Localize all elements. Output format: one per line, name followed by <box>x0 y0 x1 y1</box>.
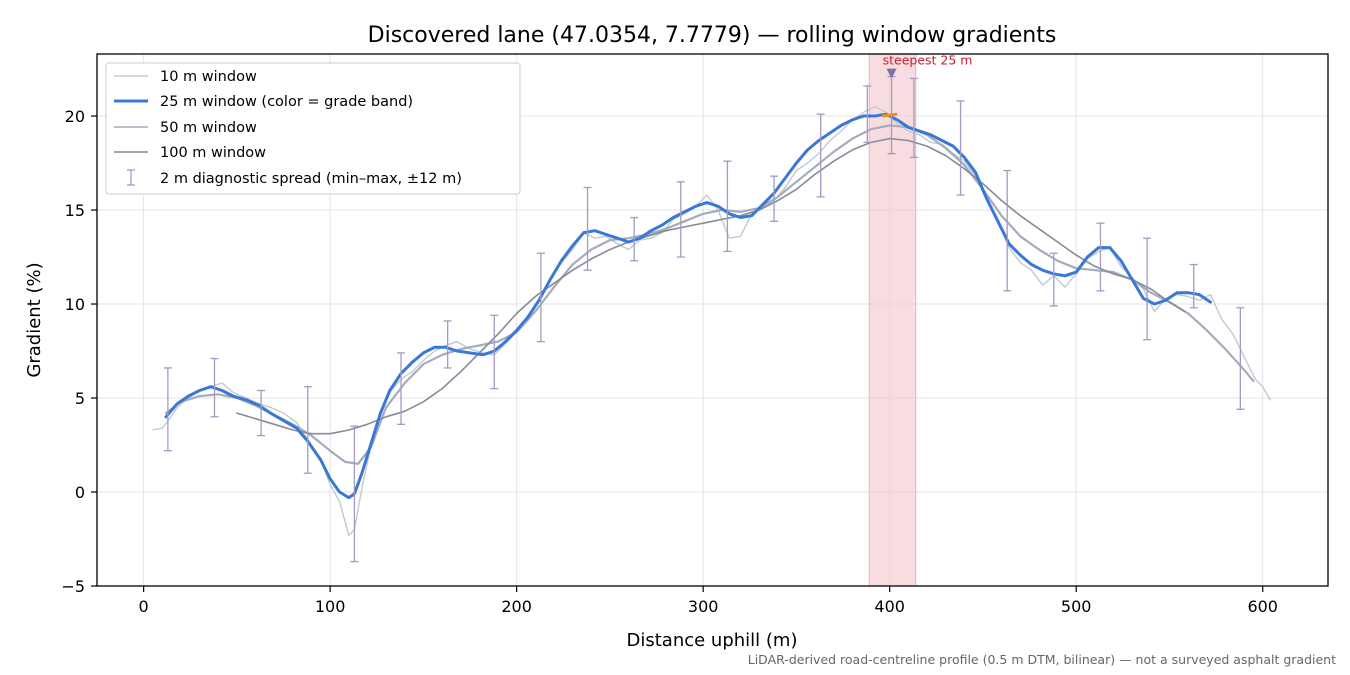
y-axis-label: Gradient (%) <box>24 262 45 377</box>
diagnostic-errorbar <box>816 113 825 198</box>
diagnostic-errorbar <box>770 175 779 222</box>
diagnostic-errorbar <box>630 216 639 262</box>
diagnostic-errorbar <box>1189 263 1198 309</box>
axis-ticks: 0 100 200 300 400 500 600 −5 0 5 10 15 20 <box>61 107 1278 616</box>
series-line <box>164 124 1255 465</box>
y-tick-label: −5 <box>61 577 85 596</box>
steepest-segment-band <box>868 53 917 587</box>
diagnostic-errorbar <box>1049 252 1058 307</box>
diagnostic-errorbar <box>443 320 452 369</box>
legend: 10 m window 25 m window (color = grade b… <box>105 62 521 195</box>
series-lines <box>152 105 1271 536</box>
diagnostic-errorbar <box>350 425 359 563</box>
x-tick-label: 300 <box>688 597 719 616</box>
diagnostic-errorbar <box>1096 222 1105 292</box>
y-tick-label: 10 <box>65 295 85 314</box>
plot-frame <box>96 53 1329 587</box>
diagnostic-errorbar <box>257 389 266 437</box>
diagnostic-errorbar <box>583 186 592 271</box>
diagnostic-errorbar <box>303 386 312 474</box>
legend-label-50m: 50 m window <box>160 120 257 136</box>
legend-box <box>105 62 521 195</box>
chart-title: Discovered lane (47.0354, 7.7779) — roll… <box>368 23 1057 48</box>
diagnostic-errorbar <box>397 352 406 425</box>
diagnostic-errorbar <box>163 367 172 452</box>
legend-label-100m: 100 m window <box>160 145 266 161</box>
legend-label-diagnostic: 2 m diagnostic spread (min–max, ±12 m) <box>160 171 462 187</box>
diagnostic-errorbar <box>723 160 732 253</box>
legend-swatch-diagnostic <box>127 169 135 186</box>
y-tick-label: 15 <box>65 201 85 220</box>
diagnostic-errorbar <box>536 252 545 343</box>
legend-label-10m: 10 m window <box>160 69 257 85</box>
diagnostic-errorbars <box>163 75 1245 563</box>
diagnostic-errorbar <box>676 181 685 258</box>
y-tick-label: 5 <box>75 389 85 408</box>
x-tick-label: 200 <box>501 597 532 616</box>
series-line <box>164 112 1212 500</box>
x-tick-label: 400 <box>874 597 905 616</box>
x-tick-label: 500 <box>1061 597 1092 616</box>
x-axis-label: Distance uphill (m) <box>627 630 798 651</box>
diagnostic-errorbar <box>909 77 918 159</box>
steepest-label: steepest 25 m <box>883 53 973 68</box>
y-tick-label: 0 <box>75 483 85 502</box>
diagnostic-errorbar <box>956 100 965 196</box>
steepest-marker-icon <box>886 68 897 79</box>
x-tick-label: 600 <box>1247 597 1278 616</box>
footnote: LiDAR-derived road-centreline profile (0… <box>748 652 1336 667</box>
series-line <box>236 137 1186 435</box>
legend-label-25m: 25 m window (color = grade band) <box>160 94 413 110</box>
diagnostic-errorbar <box>490 314 499 390</box>
y-tick-label: 20 <box>65 107 85 126</box>
diagnostic-errorbar <box>210 357 219 418</box>
x-tick-label: 100 <box>315 597 346 616</box>
steepest-segment-highlight <box>882 112 898 118</box>
diagnostic-errorbar <box>1003 169 1012 292</box>
diagnostic-errorbar <box>1236 307 1245 410</box>
diagnostic-errorbar <box>863 85 872 144</box>
diagnostic-errorbar <box>1143 237 1152 341</box>
x-tick-label: 0 <box>139 597 149 616</box>
